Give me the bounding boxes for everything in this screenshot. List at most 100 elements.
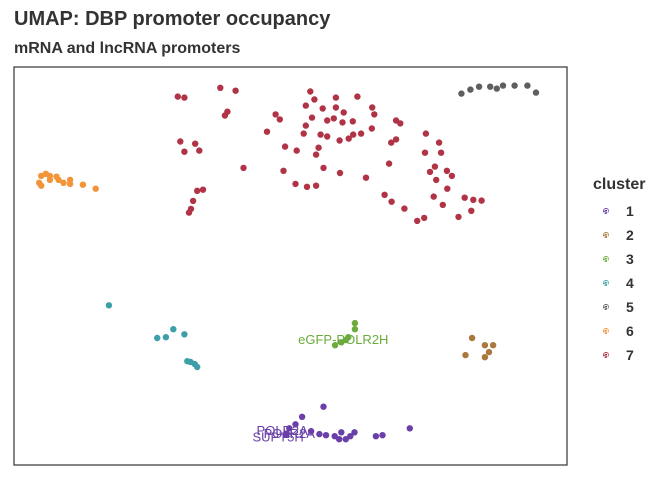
data-point-cluster-1 [342,436,349,443]
data-point-cluster-6 [92,185,99,192]
data-point-cluster-7 [272,111,279,118]
legend-label: 3 [626,251,634,267]
points-layer [36,82,540,443]
legend-label: 1 [626,203,634,219]
data-point-cluster-7 [281,143,289,150]
data-point-cluster-7 [362,174,370,181]
data-point-cluster-4 [170,326,177,333]
data-point-cluster-7 [470,196,477,203]
data-point-cluster-7 [430,193,437,200]
legend-key-dot [603,256,609,262]
legend-key-dot [603,280,609,286]
point-label: POLR2A [264,426,316,441]
data-point-cluster-2 [489,342,497,349]
data-point-cluster-7 [199,186,207,193]
data-point-cluster-7 [312,151,320,158]
data-point-cluster-7 [388,198,395,205]
data-point-cluster-7 [174,93,181,100]
plot-panel [13,66,568,466]
data-point-cluster-3 [351,326,359,333]
data-point-cluster-7 [194,187,201,194]
data-point-cluster-4 [154,334,161,342]
data-point-cluster-7 [468,207,475,214]
data-point-cluster-7 [437,149,445,156]
data-point-cluster-1 [322,432,330,439]
data-point-cluster-5 [487,83,494,90]
data-point-cluster-7 [426,168,434,176]
data-point-cluster-7 [336,137,343,144]
data-point-cluster-1 [320,403,327,410]
data-point-cluster-3 [331,342,339,349]
data-point-cluster-7 [421,214,428,222]
data-point-cluster-7 [414,217,421,225]
data-point-cluster-7 [349,118,356,125]
data-point-cluster-7 [444,185,451,192]
data-point-cluster-7 [185,209,193,216]
data-point-cluster-7 [232,87,239,94]
data-point-cluster-7 [388,139,395,146]
data-point-cluster-7 [332,104,340,111]
data-point-cluster-7 [385,160,393,167]
data-point-cluster-1 [331,433,338,440]
data-point-cluster-7 [401,205,408,212]
data-point-cluster-7 [461,194,468,201]
data-point-cluster-7 [302,102,309,109]
data-point-cluster-5 [524,82,531,89]
data-point-cluster-2 [481,354,489,361]
data-point-cluster-7 [181,148,188,155]
data-point-cluster-5 [467,86,474,93]
data-point-cluster-5 [458,90,465,97]
data-point-cluster-7 [371,111,378,118]
data-point-cluster-1 [307,428,315,435]
data-point-cluster-7 [345,135,352,142]
legend: a 1a 2a 3a 4a 5a 6a 7 [603,203,634,363]
data-point-cluster-7 [315,144,322,151]
data-point-cluster-7 [192,140,199,147]
data-point-cluster-7 [307,88,314,95]
data-point-cluster-1 [338,429,345,436]
data-point-cluster-1 [379,432,386,439]
data-point-cluster-7 [397,120,404,127]
data-point-cluster-6 [55,176,62,184]
data-point-cluster-7 [320,164,327,172]
data-point-cluster-1 [286,425,293,432]
data-point-cluster-7 [312,182,320,189]
data-point-cluster-7 [455,213,462,221]
data-point-cluster-7 [368,125,375,132]
data-point-cluster-7 [478,197,485,204]
data-point-cluster-6 [60,179,67,186]
point-label: POLR2A [257,423,309,438]
data-point-cluster-7 [221,112,229,119]
data-point-cluster-3 [351,319,359,327]
data-point-cluster-7 [330,115,337,122]
data-point-cluster-7 [308,114,316,121]
legend-label: 6 [626,323,634,339]
data-point-cluster-7 [324,117,331,124]
data-point-cluster-1 [336,436,343,443]
data-point-cluster-7 [263,128,271,135]
legend-key-glyph: a [603,302,610,314]
data-point-cluster-6 [38,182,45,189]
data-point-cluster-7 [217,84,224,92]
data-point-cluster-7 [339,119,346,126]
data-point-cluster-7 [280,167,287,174]
data-point-cluster-7 [189,197,197,205]
data-point-cluster-7 [435,139,443,146]
data-point-cluster-5 [532,89,540,96]
data-point-cluster-7 [369,104,376,111]
chart-subtitle: mRNA and lncRNA promoters [14,40,240,57]
data-point-cluster-7 [433,176,440,184]
legend-key-dot [603,208,609,214]
data-point-cluster-7 [177,138,184,145]
legend-label: 7 [626,347,634,363]
data-point-cluster-7 [439,201,446,209]
legend-title: cluster [593,176,645,193]
data-point-cluster-2 [462,351,469,359]
data-point-cluster-2 [468,334,476,342]
